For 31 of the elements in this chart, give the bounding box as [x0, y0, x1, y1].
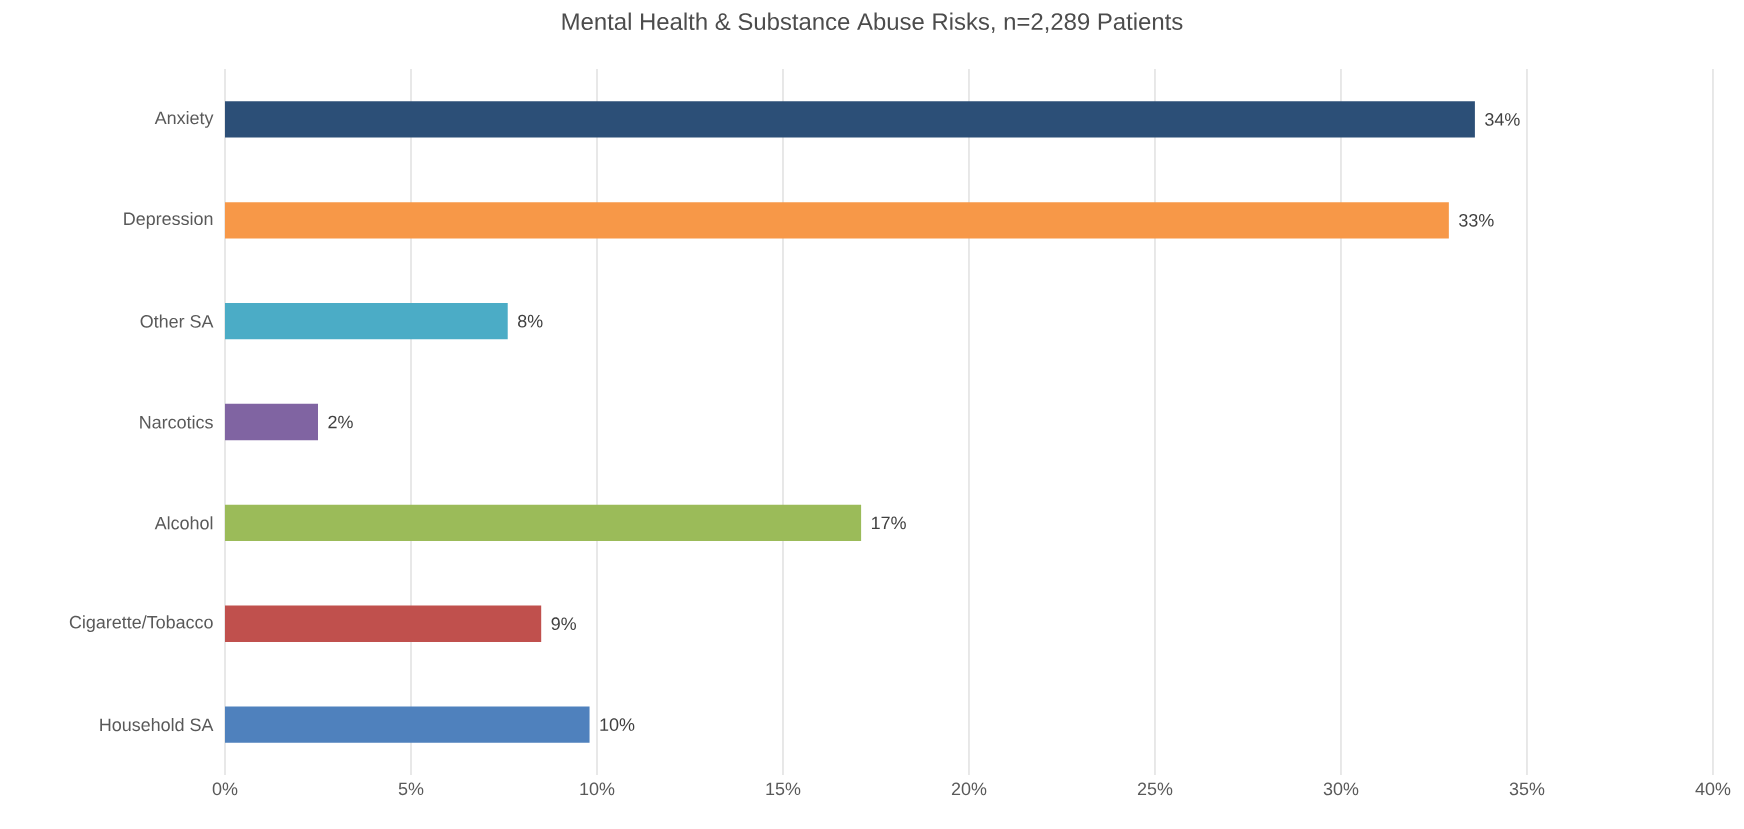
y-tick-label: Alcohol	[154, 516, 213, 530]
bar	[225, 403, 318, 441]
x-tick-label: 10%	[580, 782, 615, 796]
data-label: 9%	[551, 617, 576, 631]
data-label: 8%	[518, 314, 543, 328]
bar	[225, 504, 862, 542]
bar	[225, 605, 542, 642]
bar	[225, 706, 590, 743]
x-tick-label: 35%	[1509, 782, 1545, 796]
bar	[225, 202, 1449, 239]
y-tick-label: Household SA	[100, 717, 214, 732]
y-tick-label: Other SA	[140, 314, 214, 328]
data-label: 2%	[328, 415, 353, 429]
bar	[225, 101, 1475, 138]
x-tick-label: 0%	[212, 782, 238, 796]
x-tick-label: 15%	[766, 782, 801, 796]
x-tick-label: 30%	[1323, 782, 1359, 796]
data-label: 17%	[871, 516, 906, 530]
bar	[225, 303, 508, 340]
y-tick-label: Narcotics	[140, 415, 213, 429]
data-label: 34%	[1485, 113, 1520, 126]
y-tick-label: Cigarette/Tobacco	[69, 615, 213, 633]
x-tick-label: 25%	[1137, 782, 1173, 796]
x-tick-label: 5%	[398, 782, 424, 796]
y-tick-label: Depression	[124, 211, 213, 229]
x-tick-label: 20%	[951, 782, 987, 796]
data-label: 33%	[1459, 213, 1494, 227]
x-tick-label: 40%	[1695, 782, 1731, 796]
chart-title: Mental Health & Substance Abuse Risks, n=2,289 Patients	[562, 12, 1183, 33]
y-tick-label: Anxiety	[154, 111, 214, 128]
data-label: 10%	[600, 718, 635, 731]
